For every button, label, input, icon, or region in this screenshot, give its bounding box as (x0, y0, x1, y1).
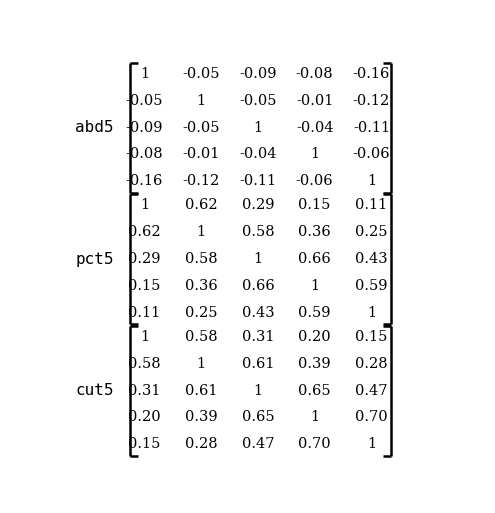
Text: 0.11: 0.11 (355, 199, 388, 212)
Text: 1: 1 (197, 225, 206, 239)
Text: pct5: pct5 (75, 251, 114, 267)
Text: 0.11: 0.11 (128, 306, 160, 320)
Text: 0.15: 0.15 (128, 437, 160, 451)
Text: 0.59: 0.59 (298, 306, 331, 320)
Text: 0.58: 0.58 (185, 252, 217, 266)
Text: -0.06: -0.06 (296, 174, 334, 188)
Text: -0.12: -0.12 (183, 174, 220, 188)
Text: -0.08: -0.08 (126, 147, 163, 162)
Text: 1: 1 (140, 199, 149, 212)
Text: abd5: abd5 (75, 120, 114, 135)
Text: 0.36: 0.36 (185, 279, 217, 293)
Text: 0.58: 0.58 (185, 330, 217, 344)
Text: 1: 1 (140, 330, 149, 344)
Text: 1: 1 (253, 384, 262, 398)
Text: 0.62: 0.62 (128, 225, 161, 239)
Text: 1: 1 (197, 94, 206, 108)
Text: 0.15: 0.15 (355, 330, 388, 344)
Text: 0.39: 0.39 (298, 357, 331, 371)
Text: 0.70: 0.70 (355, 410, 388, 424)
Text: -0.01: -0.01 (183, 147, 220, 162)
Text: 0.47: 0.47 (242, 437, 274, 451)
Text: -0.05: -0.05 (182, 67, 220, 81)
Text: 0.25: 0.25 (185, 306, 217, 320)
Text: 0.28: 0.28 (355, 357, 388, 371)
Text: 0.66: 0.66 (242, 279, 274, 293)
Text: 0.43: 0.43 (242, 306, 274, 320)
Text: -0.09: -0.09 (239, 67, 277, 81)
Text: 0.28: 0.28 (185, 437, 217, 451)
Text: -0.16: -0.16 (353, 67, 390, 81)
Text: 0.29: 0.29 (128, 252, 160, 266)
Text: 1: 1 (253, 252, 262, 266)
Text: -0.04: -0.04 (239, 147, 277, 162)
Text: 0.62: 0.62 (185, 199, 217, 212)
Text: 1: 1 (367, 437, 376, 451)
Text: 0.59: 0.59 (355, 279, 388, 293)
Text: 0.65: 0.65 (242, 410, 274, 424)
Text: 0.58: 0.58 (242, 225, 274, 239)
Text: 0.61: 0.61 (185, 384, 217, 398)
Text: -0.08: -0.08 (296, 67, 334, 81)
Text: -0.12: -0.12 (353, 94, 390, 108)
Text: 0.25: 0.25 (355, 225, 388, 239)
Text: 0.43: 0.43 (355, 252, 388, 266)
Text: 0.47: 0.47 (355, 384, 388, 398)
Text: 0.58: 0.58 (128, 357, 161, 371)
Text: 0.70: 0.70 (298, 437, 331, 451)
Text: 1: 1 (253, 121, 262, 134)
Text: 0.61: 0.61 (242, 357, 274, 371)
Text: 0.31: 0.31 (242, 330, 274, 344)
Text: -0.05: -0.05 (182, 121, 220, 134)
Text: -0.05: -0.05 (126, 94, 163, 108)
Text: 0.66: 0.66 (298, 252, 331, 266)
Text: 0.15: 0.15 (128, 279, 160, 293)
Text: -0.05: -0.05 (239, 94, 277, 108)
Text: 1: 1 (367, 174, 376, 188)
Text: 0.15: 0.15 (298, 199, 331, 212)
Text: 1: 1 (140, 67, 149, 81)
Text: 0.65: 0.65 (298, 384, 331, 398)
Text: 0.39: 0.39 (185, 410, 217, 424)
Text: 1: 1 (310, 410, 319, 424)
Text: 0.20: 0.20 (298, 330, 331, 344)
Text: 0.29: 0.29 (242, 199, 274, 212)
Text: 1: 1 (310, 147, 319, 162)
Text: 0.31: 0.31 (128, 384, 160, 398)
Text: -0.11: -0.11 (353, 121, 390, 134)
Text: -0.04: -0.04 (296, 121, 334, 134)
Text: -0.01: -0.01 (296, 94, 333, 108)
Text: -0.16: -0.16 (126, 174, 163, 188)
Text: 1: 1 (197, 357, 206, 371)
Text: -0.09: -0.09 (126, 121, 163, 134)
Text: 1: 1 (310, 279, 319, 293)
Text: 0.36: 0.36 (298, 225, 331, 239)
Text: cut5: cut5 (75, 383, 114, 398)
Text: 1: 1 (367, 306, 376, 320)
Text: -0.11: -0.11 (240, 174, 277, 188)
Text: 0.20: 0.20 (128, 410, 161, 424)
Text: -0.06: -0.06 (352, 147, 390, 162)
